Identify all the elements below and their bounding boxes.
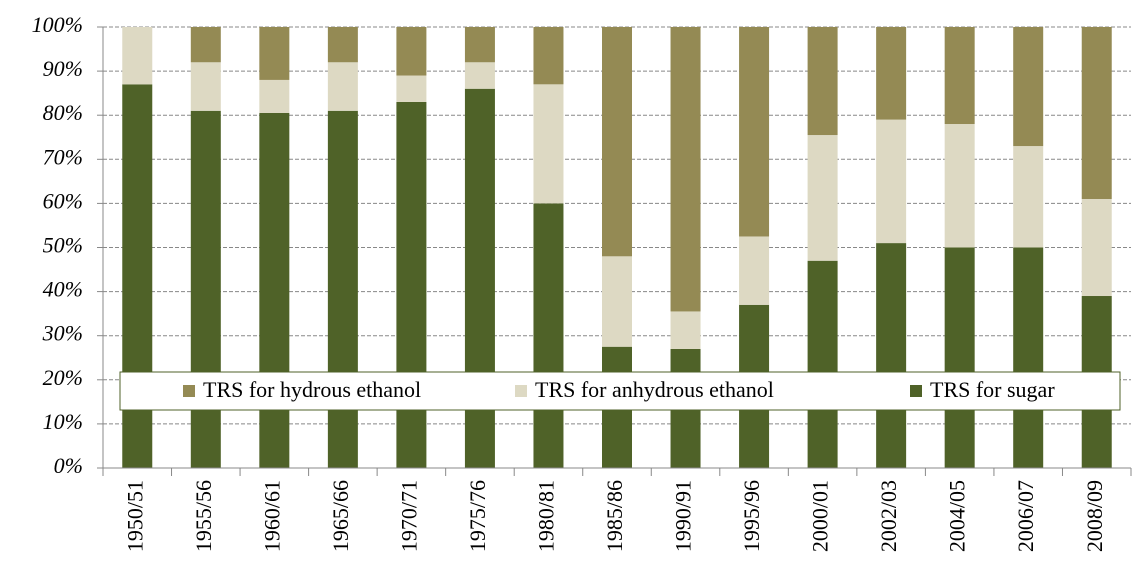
y-tick-label: 50% <box>43 233 83 258</box>
x-tick-label: 1970/71 <box>396 480 421 552</box>
bar-segment <box>396 101 427 468</box>
x-tick-label: 1995/96 <box>739 480 764 552</box>
x-tick-label: 1960/61 <box>259 480 284 552</box>
x-tick-label: 2002/03 <box>876 480 901 552</box>
bar-segment <box>327 62 358 111</box>
bar-segment <box>396 75 427 102</box>
x-tick-label: 1950/51 <box>122 480 147 552</box>
bar-segment <box>464 62 495 89</box>
legend-label: TRS for anhydrous ethanol <box>535 377 774 402</box>
y-tick-label: 80% <box>43 100 83 125</box>
bar-segment <box>1081 27 1112 199</box>
bar-segment <box>122 27 153 85</box>
bar-segment <box>396 27 427 76</box>
y-tick-label: 40% <box>43 277 83 302</box>
bar-segment <box>670 311 701 349</box>
x-tick-label: 2006/07 <box>1013 480 1038 552</box>
x-tick-label: 2000/01 <box>808 480 833 552</box>
y-tick-label: 90% <box>43 56 83 81</box>
bar-segment <box>533 203 564 468</box>
y-tick-label: 60% <box>43 188 83 213</box>
bar-segment <box>1081 198 1112 297</box>
bar-segment <box>876 119 907 244</box>
bar-segment <box>1013 27 1044 147</box>
bar-segment <box>807 260 838 468</box>
bar-segment <box>739 27 770 237</box>
bar-segment <box>602 256 632 347</box>
x-tick-label: 2008/09 <box>1082 480 1107 552</box>
bar-segment <box>944 247 975 468</box>
bar-segment <box>876 243 907 468</box>
legend-label: TRS for sugar <box>930 377 1055 402</box>
bar-segment <box>602 27 632 257</box>
x-tick-label: 1965/66 <box>328 480 353 552</box>
x-tick-label: 1990/91 <box>671 480 696 552</box>
bar-segment <box>327 27 358 63</box>
bar-segment <box>533 84 564 204</box>
bar-segment <box>944 27 975 125</box>
x-tick-label: 2004/05 <box>945 480 970 552</box>
y-tick-label: 20% <box>43 365 83 390</box>
bar-segment <box>944 124 975 248</box>
bar-segment <box>876 27 907 120</box>
bar-segment <box>739 236 770 305</box>
x-tick-label: 1955/56 <box>191 480 216 552</box>
bar-segment <box>259 79 290 113</box>
y-tick-label: 100% <box>32 12 83 37</box>
bar-segment <box>190 62 221 111</box>
legend-label: TRS for hydrous ethanol <box>203 377 421 402</box>
bar-segment <box>190 27 221 63</box>
bar-segment <box>670 27 701 312</box>
bar-segment <box>807 27 838 136</box>
bar-segment <box>1013 247 1044 468</box>
x-tick-label: 1985/86 <box>602 480 627 552</box>
bar-segment <box>807 135 838 261</box>
bar-segment <box>327 110 358 468</box>
bar-segment <box>259 112 290 469</box>
bar-segment <box>464 88 495 469</box>
legend-swatch <box>183 385 195 397</box>
x-tick-label: 1975/76 <box>465 480 490 552</box>
bar-segment <box>1013 146 1044 248</box>
y-tick-label: 0% <box>54 453 83 478</box>
bar-segment <box>259 27 290 80</box>
y-tick-label: 10% <box>43 409 83 434</box>
bar-segment <box>464 27 495 63</box>
legend-swatch <box>515 385 527 397</box>
bar-segment <box>190 110 221 468</box>
y-tick-label: 70% <box>43 144 83 169</box>
y-tick-label: 30% <box>42 321 83 346</box>
x-tick-label: 1980/81 <box>534 480 559 552</box>
bar-segment <box>533 27 564 85</box>
legend-box <box>119 371 1121 411</box>
legend-swatch <box>910 385 922 397</box>
